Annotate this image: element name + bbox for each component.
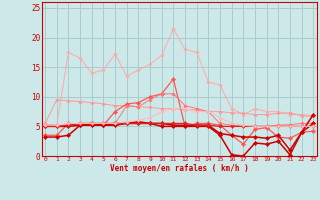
X-axis label: Vent moyen/en rafales ( km/h ): Vent moyen/en rafales ( km/h )	[110, 164, 249, 173]
